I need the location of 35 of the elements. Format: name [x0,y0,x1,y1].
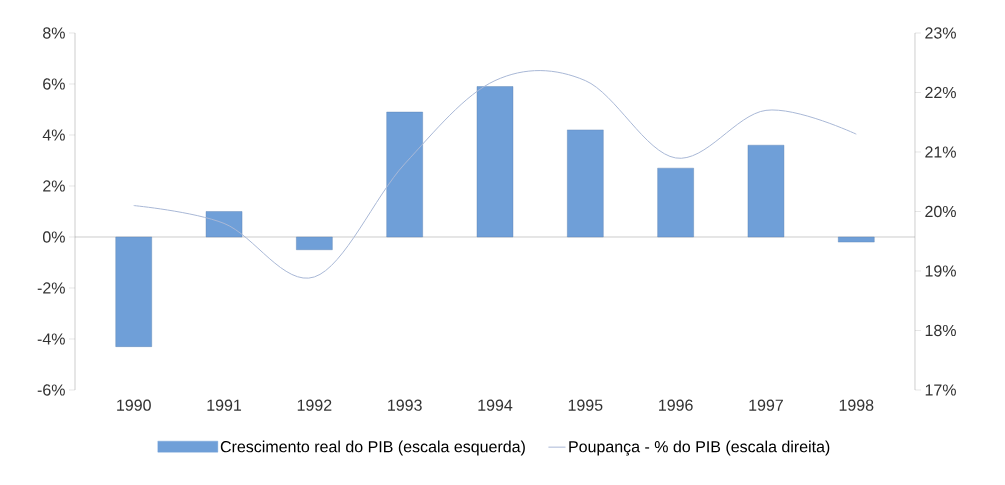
bar [657,167,694,238]
y-tick-label: 8% [43,27,65,39]
x-tick-label: 1996 [659,399,693,411]
bar [115,236,152,347]
bar [205,211,243,238]
x-tick-label: 1991 [207,399,242,411]
x-tick-label: 1998 [839,399,874,411]
y-tick-label: 2% [43,180,65,192]
y2-tick-label: 21% [925,146,956,158]
y2-tick-label: 23% [925,27,956,39]
y-tick-label: -4% [37,333,65,345]
y2-tick-label: 22% [925,86,956,99]
bar [838,236,875,243]
x-tick-label: 1990 [117,399,151,411]
y-tick-label: 6% [43,78,65,90]
y2-tick-label: 17% [925,384,956,396]
x-tick-label: 1992 [297,399,332,411]
y-tick-label: 4% [42,129,65,141]
bar [567,129,604,238]
y2-tick-label: 18% [925,324,956,337]
x-tick-label: 1994 [478,399,513,411]
x-tick-label: 1997 [749,399,783,411]
legend-label: Poupança - % do PIB (escala direita) [569,440,830,456]
y-tick-label: -6% [37,384,65,396]
y-tick-label: -2% [37,282,65,294]
bar [476,86,514,238]
bar [386,111,423,238]
bar [296,236,333,250]
legend-label: Crescimento real do PIB (escala esquerda) [220,440,525,456]
y2-tick-label: 20% [925,205,956,218]
x-tick-label: 1995 [568,399,603,411]
y-tick-label: 0% [42,231,65,243]
bar [747,144,785,238]
x-tick-label: 1993 [388,399,422,411]
y2-tick-label: 19% [925,265,956,277]
